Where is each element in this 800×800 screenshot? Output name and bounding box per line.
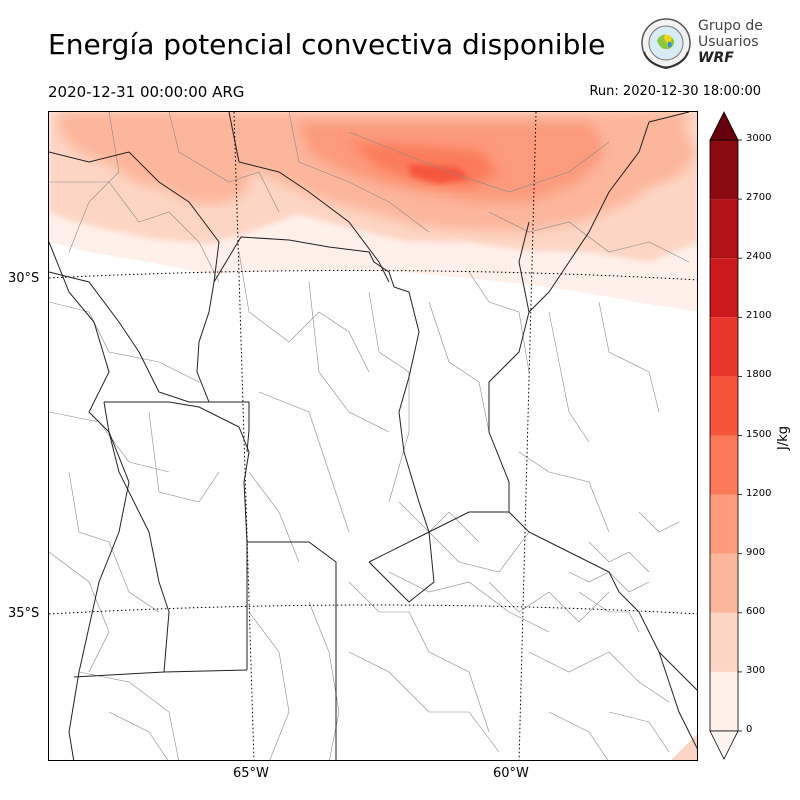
boundary-entrerios-uruguay <box>648 112 690 123</box>
colorbar-band <box>710 258 738 318</box>
boundary-sanluis-cordoba <box>104 401 250 543</box>
boundary-sanluis-mendoza <box>103 401 170 673</box>
boundary-catamarca-larioja <box>49 151 220 283</box>
boundary-entrerios-corrientes <box>528 121 650 313</box>
valid-time: 2020-12-31 00:00:00 ARG <box>48 83 245 101</box>
boundary-mendoza-lapampa <box>163 669 248 673</box>
boundary-santafe-ba <box>368 511 509 563</box>
colorbar-band <box>710 435 738 495</box>
boundary-larioja-cordoba <box>196 281 250 453</box>
boundary-sanjuan-lrioja <box>49 271 209 403</box>
colorbar <box>709 111 742 760</box>
logo-line-3: WRF <box>698 50 734 66</box>
boundary-santafe-entrerios <box>488 221 530 512</box>
coast-atlantic <box>658 651 697 750</box>
colorbar-band <box>710 140 738 200</box>
parallel-35s <box>49 604 697 615</box>
meridian-60w <box>518 112 537 760</box>
boundary-cordoba-santafe <box>368 411 435 603</box>
globe-icon <box>641 18 691 70</box>
colorbar-tick-label: 900 <box>746 546 766 558</box>
meridian-65w <box>233 112 255 760</box>
province-boundaries <box>49 112 697 760</box>
department-boundaries <box>49 112 690 760</box>
colorbar-tick-label: 2100 <box>746 310 772 322</box>
logo-line-2: Usuarios <box>698 34 759 50</box>
colorbar-over-arrow <box>709 111 739 141</box>
lat-label-35s: 35°S <box>8 606 40 621</box>
colorbar-band <box>710 317 738 377</box>
cape-map <box>49 112 697 760</box>
colorbar-tick-label: 600 <box>746 605 766 617</box>
colorbar-tick-label: 2700 <box>746 192 772 204</box>
cape-level-5 <box>409 164 469 184</box>
colorbar-band <box>710 494 738 554</box>
boundary-cordoba-lapampa <box>247 541 337 760</box>
wrf-logo: Grupo de Usuarios WRF <box>638 16 763 72</box>
boundary-north-upper <box>228 112 390 283</box>
colorbar-tick-label: 2400 <box>746 251 772 263</box>
coast-rio-de-la-plata <box>508 511 697 691</box>
colorbar-units: J/kg <box>776 426 791 450</box>
map-title: Energía potencial convectiva disponible <box>48 28 606 61</box>
logo-line-1: Grupo de <box>698 18 763 34</box>
boundary-western-chile <box>49 241 130 760</box>
colorbar-tick-label: 1500 <box>746 428 772 440</box>
boundary-sde-cordoba <box>213 236 420 413</box>
colorbar-tick-label: 3000 <box>746 133 772 144</box>
map-panel <box>48 111 698 761</box>
lon-label-65w: 65°W <box>233 766 269 781</box>
boundary-south-mendoza <box>73 671 165 678</box>
colorbar-tick-label: 1800 <box>746 369 772 381</box>
colorbar-band <box>710 612 738 672</box>
colorbar-band <box>710 376 738 436</box>
lon-label-60w: 60°W <box>493 766 529 781</box>
run-time: Run: 2020-12-30 18:00:00 <box>589 84 761 99</box>
cape-blob-west <box>169 160 249 204</box>
colorbar-band <box>710 553 738 613</box>
lat-label-30s: 30°S <box>8 271 40 286</box>
colorbar-tick-label: 1200 <box>746 487 772 499</box>
colorbar-band <box>710 199 738 259</box>
colorbar-tick-label: 0 <box>746 724 753 735</box>
parallel-30s <box>49 269 697 281</box>
cape-corner-se <box>671 734 697 760</box>
cape-shading <box>49 112 697 760</box>
colorbar-band <box>710 671 738 731</box>
colorbar-under-arrow <box>709 730 739 760</box>
graticule <box>49 112 697 760</box>
colorbar-tick-label: 300 <box>746 664 766 676</box>
logo-text: Grupo de Usuarios WRF <box>698 18 763 66</box>
cape-blob-east <box>604 122 694 182</box>
